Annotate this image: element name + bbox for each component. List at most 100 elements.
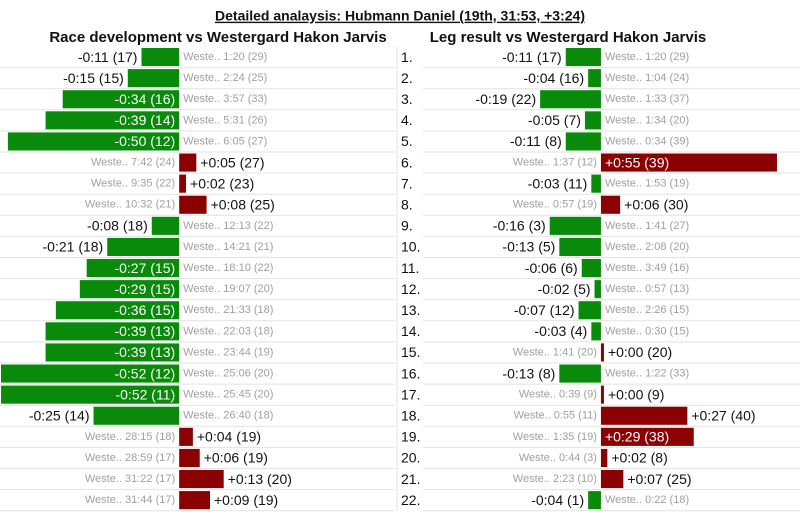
bar [588, 491, 601, 510]
bar [559, 237, 601, 256]
reference-label: Weste.. 1:37 (12) [513, 156, 597, 168]
value-label: -0:08 (18) [87, 218, 148, 234]
reference-label: Weste.. 2:24 (25) [183, 72, 267, 84]
category-label: 16. [401, 365, 420, 381]
value-label: -0:13 (5) [502, 239, 555, 255]
value-label: +0:29 (38) [605, 429, 669, 445]
bar [93, 406, 180, 425]
bar [540, 90, 601, 109]
category-label: 2. [401, 70, 413, 86]
main-title: Detailed analaysis: Hubmann Daniel (19th… [215, 8, 585, 24]
value-label: +0:27 (40) [691, 407, 755, 423]
reference-label: Weste.. 2:23 (10) [513, 473, 597, 485]
bar [588, 69, 601, 88]
reference-label: Weste.. 1:33 (37) [605, 93, 689, 105]
value-label: -0:16 (3) [493, 218, 546, 234]
category-label: 3. [401, 91, 413, 107]
reference-label: Weste.. 2:26 (15) [605, 304, 689, 316]
reference-label: Weste.. 10:32 (21) [85, 199, 175, 211]
value-label: -0:36 (15) [114, 302, 175, 318]
value-label: -0:29 (15) [114, 281, 175, 297]
category-label: 1. [401, 49, 413, 65]
reference-label: Weste.. 31:44 (17) [85, 494, 175, 506]
category-label: 18. [401, 407, 420, 423]
reference-label: Weste.. 0:57 (19) [513, 199, 597, 211]
reference-label: Weste.. 23:44 (19) [183, 346, 273, 358]
category-label: 21. [401, 471, 420, 487]
reference-label: Weste.. 3:57 (33) [183, 93, 267, 105]
category-label: 7. [401, 175, 413, 191]
reference-label: Weste.. 1:53 (19) [605, 178, 689, 190]
value-label: +0:09 (19) [214, 492, 278, 508]
value-label: -0:07 (12) [514, 302, 575, 318]
bar [600, 427, 694, 446]
bar [594, 280, 601, 299]
reference-label: Weste.. 1:35 (19) [513, 431, 597, 443]
category-label: 14. [401, 323, 420, 339]
reference-label: Weste.. 18:10 (22) [183, 262, 273, 274]
bar [151, 216, 180, 235]
value-label: -0:52 (12) [114, 365, 175, 381]
value-label: -0:27 (15) [114, 260, 175, 276]
value-label: -0:13 (8) [502, 365, 555, 381]
bar [127, 69, 180, 88]
value-label: +0:08 (25) [211, 196, 275, 212]
bar [179, 427, 193, 446]
value-label: +0:02 (23) [190, 175, 254, 191]
bar [591, 322, 601, 341]
reference-label: Weste.. 7:42 (24) [91, 156, 175, 168]
reference-label: Weste.. 1:20 (29) [183, 51, 267, 63]
value-label: -0:11 (8) [510, 133, 562, 149]
bar [141, 48, 180, 67]
bar [600, 470, 624, 489]
value-label: -0:21 (18) [43, 239, 104, 255]
reference-label: Weste.. 26:40 (18) [183, 410, 273, 422]
category-label: 6. [401, 154, 413, 170]
reference-label: Weste.. 1:41 (20) [513, 346, 597, 358]
value-label: +0:05 (27) [200, 154, 264, 170]
bar [584, 111, 601, 130]
bar [179, 153, 197, 172]
bar [86, 259, 180, 278]
bar [179, 491, 211, 510]
chart-title: Race development vs Westergard Hakon Jar… [49, 29, 386, 46]
bar [600, 343, 604, 362]
value-label: -0:39 (13) [114, 323, 175, 339]
reference-label: Weste.. 1:34 (20) [605, 114, 689, 126]
category-label: 10. [401, 239, 420, 255]
value-label: +0:02 (8) [611, 450, 667, 466]
value-label: -0:02 (5) [538, 281, 591, 297]
reference-label: Weste.. 25:06 (20) [183, 367, 273, 379]
category-label: 4. [401, 112, 413, 128]
bar [581, 259, 601, 278]
bar [62, 90, 180, 109]
category-label: 8. [401, 196, 413, 212]
reference-label: Weste.. 21:33 (18) [183, 304, 273, 316]
value-label: -0:05 (7) [528, 112, 581, 128]
reference-label: Weste.. 19:07 (20) [183, 283, 273, 295]
bar [179, 448, 200, 467]
reference-label: Weste.. 0:39 (9) [519, 389, 597, 401]
category-label: 5. [401, 133, 413, 149]
reference-label: Weste.. 1:04 (24) [605, 72, 689, 84]
reference-label: Weste.. 14:21 (21) [183, 241, 273, 253]
category-label: 13. [401, 302, 420, 318]
bar [549, 216, 601, 235]
bar [565, 132, 601, 151]
bar [600, 195, 621, 214]
bar [600, 448, 608, 467]
bar [7, 132, 180, 151]
category-label: 22. [401, 492, 420, 508]
reference-label: Weste.. 9:35 (22) [91, 178, 175, 190]
bar [45, 322, 180, 341]
value-label: -0:19 (22) [475, 91, 536, 107]
reference-label: Weste.. 6:05 (27) [183, 135, 267, 147]
reference-label: Weste.. 22:03 (18) [183, 325, 273, 337]
reference-label: Weste.. 12:13 (22) [183, 220, 273, 232]
value-label: -0:11 (17) [502, 49, 562, 65]
bar [179, 195, 207, 214]
reference-label: Weste.. 0:57 (13) [605, 283, 689, 295]
bar [179, 470, 224, 489]
category-label: 19. [401, 429, 420, 445]
